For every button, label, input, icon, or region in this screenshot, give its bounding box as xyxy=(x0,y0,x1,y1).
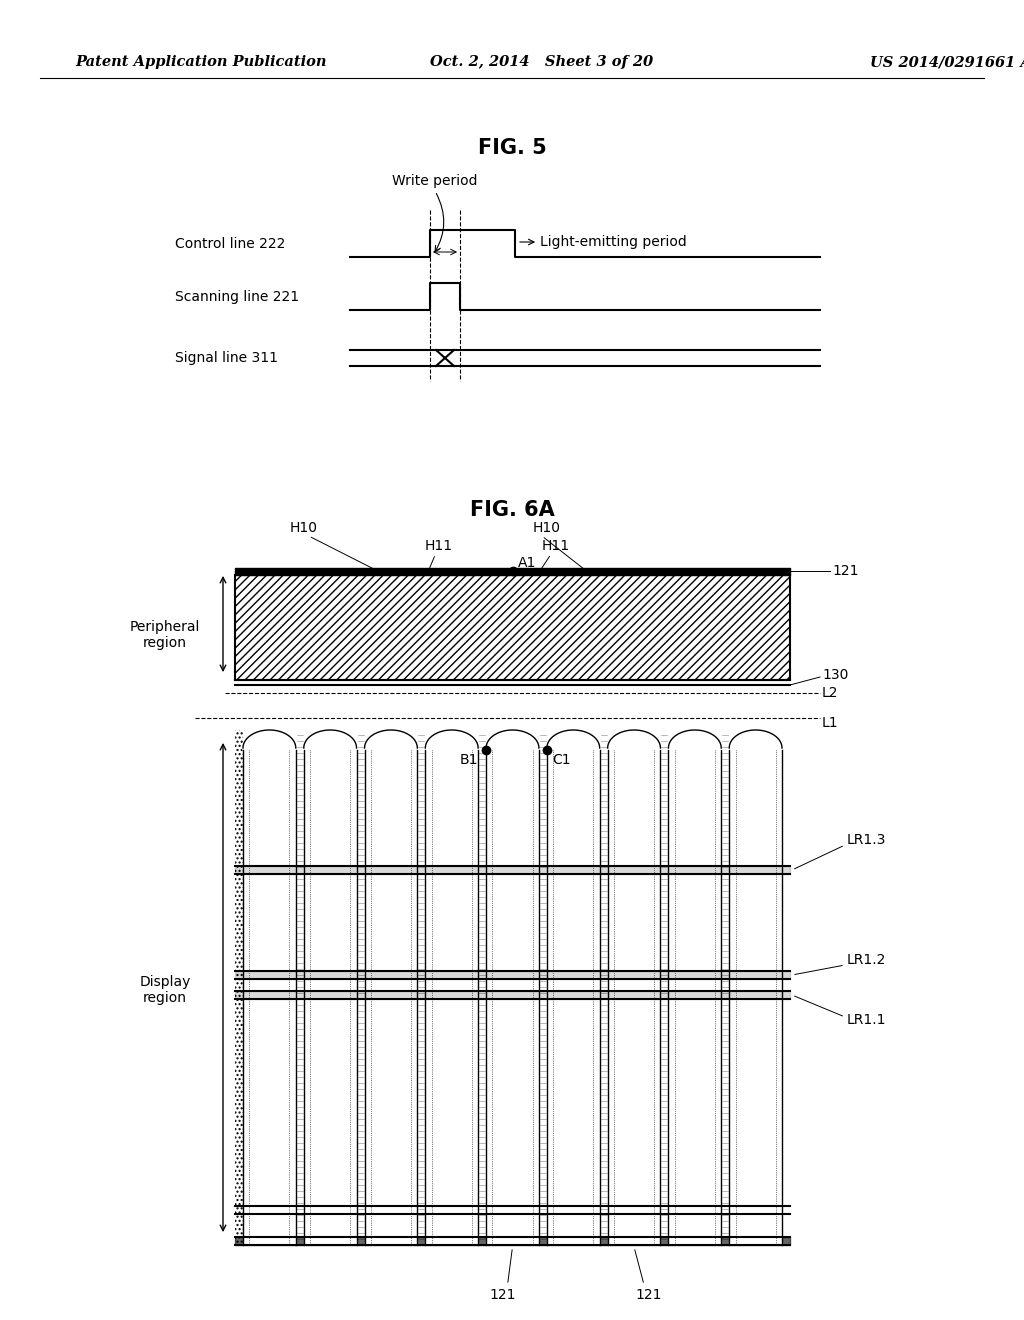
Polygon shape xyxy=(607,730,660,750)
Text: Control line 222: Control line 222 xyxy=(175,238,286,251)
Polygon shape xyxy=(425,730,478,750)
Text: Display
region: Display region xyxy=(139,975,190,1005)
Bar xyxy=(486,750,539,1245)
Text: Light-emitting period: Light-emitting period xyxy=(540,235,687,249)
Bar xyxy=(547,750,600,1245)
Text: LR1.2: LR1.2 xyxy=(847,953,887,968)
Text: 121: 121 xyxy=(636,1288,663,1302)
Text: H11: H11 xyxy=(425,539,453,553)
Text: H10: H10 xyxy=(532,521,561,535)
Text: Peripheral
region: Peripheral region xyxy=(130,620,200,651)
Polygon shape xyxy=(486,730,539,750)
Text: Oct. 2, 2014   Sheet 3 of 20: Oct. 2, 2014 Sheet 3 of 20 xyxy=(430,55,653,69)
Text: 121: 121 xyxy=(831,564,858,578)
Text: B1: B1 xyxy=(460,752,478,767)
Text: Scanning line 221: Scanning line 221 xyxy=(175,290,299,304)
Polygon shape xyxy=(304,730,356,750)
Text: 121: 121 xyxy=(489,1288,516,1302)
Text: H11: H11 xyxy=(542,539,570,553)
Text: L2: L2 xyxy=(822,686,839,700)
Bar xyxy=(607,750,660,1245)
Bar xyxy=(729,750,782,1245)
Polygon shape xyxy=(547,730,600,750)
Text: FIG. 6A: FIG. 6A xyxy=(470,500,554,520)
Text: Patent Application Publication: Patent Application Publication xyxy=(75,55,327,69)
Bar xyxy=(234,576,790,680)
Polygon shape xyxy=(365,730,418,750)
Text: H10: H10 xyxy=(290,521,317,535)
Text: Signal line 311: Signal line 311 xyxy=(175,351,278,366)
Text: L1: L1 xyxy=(822,715,839,730)
Text: Write period: Write period xyxy=(392,174,478,187)
Text: LR1.1: LR1.1 xyxy=(847,1012,887,1027)
Bar xyxy=(304,750,356,1245)
Bar xyxy=(234,730,243,1245)
Text: FIG. 5: FIG. 5 xyxy=(477,139,547,158)
Text: US 2014/0291661 A1: US 2014/0291661 A1 xyxy=(870,55,1024,69)
Polygon shape xyxy=(669,730,721,750)
Text: C1: C1 xyxy=(552,752,570,767)
Text: A1: A1 xyxy=(517,556,536,570)
Polygon shape xyxy=(243,730,296,750)
Bar xyxy=(425,750,478,1245)
Polygon shape xyxy=(729,730,782,750)
Bar xyxy=(365,750,418,1245)
Text: 130: 130 xyxy=(822,668,848,682)
Bar xyxy=(669,750,721,1245)
Polygon shape xyxy=(441,352,449,363)
Bar xyxy=(243,750,296,1245)
Text: LR1.3: LR1.3 xyxy=(847,833,887,847)
